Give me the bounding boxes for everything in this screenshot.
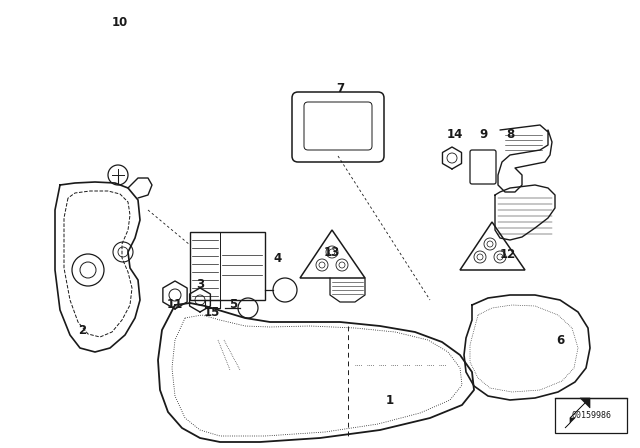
Text: 00159986: 00159986 [571, 410, 611, 419]
Text: 12: 12 [500, 249, 516, 262]
Text: 4: 4 [274, 251, 282, 264]
Bar [555, 398, 627, 433]
Text: 6: 6 [556, 333, 564, 346]
Text: 5: 5 [229, 298, 237, 311]
Text: 1: 1 [386, 393, 394, 406]
Text: 7: 7 [336, 82, 344, 95]
Bar [190, 232, 265, 300]
Polygon shape [565, 398, 590, 428]
Text: 2: 2 [78, 323, 86, 336]
Text: 13: 13 [324, 246, 340, 258]
Text: 11: 11 [167, 298, 183, 311]
Text: 9: 9 [479, 129, 487, 142]
Text: 8: 8 [506, 129, 514, 142]
Text: 3: 3 [196, 279, 204, 292]
Text: 15: 15 [204, 306, 220, 319]
Text: 14: 14 [447, 129, 463, 142]
Text: 10: 10 [112, 16, 128, 29]
